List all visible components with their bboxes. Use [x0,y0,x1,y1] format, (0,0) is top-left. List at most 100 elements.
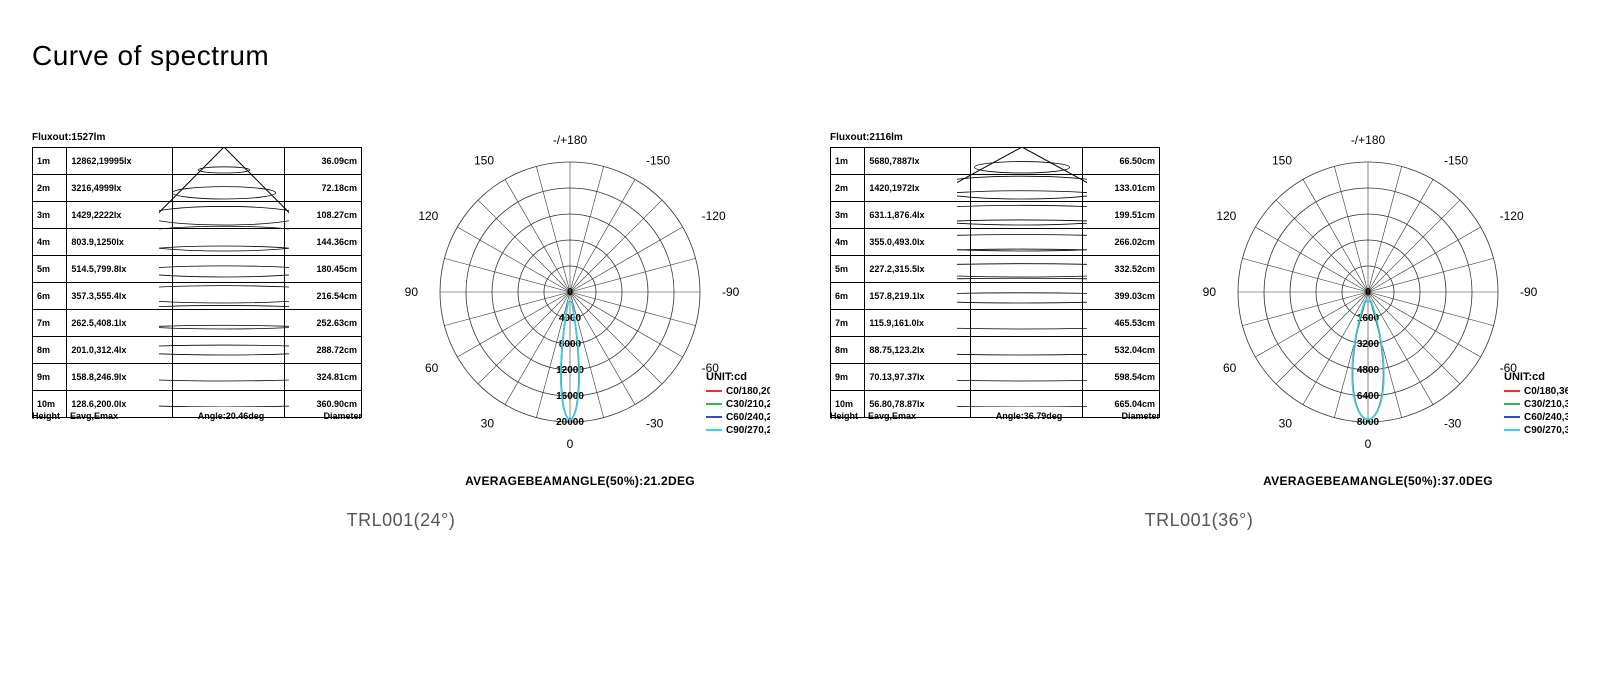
row-eavg-emax: 355.0,493.0lx [865,229,971,256]
row-eavg-emax: 631.1,876.4lx [865,202,971,229]
row-height: 1m [33,148,67,175]
row-cone-cell [971,283,1083,310]
row-height: 6m [33,283,67,310]
cone-table: 1m 5680,7887lx 66.50cm 2m 1420,1972lx 13… [830,147,1160,418]
product-label: TRL001(24°) [347,510,456,531]
row-cone-cell [971,337,1083,364]
svg-text:-90: -90 [722,285,740,299]
svg-text:120: 120 [1216,209,1236,223]
cone-diagram-box: Fluxout:1527lm 1m 12862,19995lx 36.09cm … [32,132,362,421]
svg-text:8000: 8000 [1357,417,1380,428]
row-cone-cell [971,202,1083,229]
row-height: 2m [831,175,865,202]
row-height: 3m [33,202,67,229]
row-eavg-emax: 115.9,161.0lx [865,310,971,337]
row-height: 9m [831,364,865,391]
svg-text:0: 0 [1365,437,1372,451]
svg-text:0: 0 [567,287,573,298]
svg-text:-/+180: -/+180 [553,133,588,147]
row-eavg-emax: 12862,19995lx [67,148,173,175]
row-diameter: 72.18cm [285,175,362,202]
row-eavg-emax: 70.13,97.37lx [865,364,971,391]
svg-text:0: 0 [1365,287,1371,298]
product-label: TRL001(36°) [1145,510,1254,531]
row-height: 4m [33,229,67,256]
svg-text:60: 60 [425,361,439,375]
row-cone-cell [173,337,285,364]
row-cone-cell [971,229,1083,256]
row-height: 7m [33,310,67,337]
polar-chart-box: -/+180-150150-120120-9090-6060-303000160… [1188,132,1568,488]
svg-text:UNIT:cd: UNIT:cd [1504,371,1545,383]
row-cone-cell [173,229,285,256]
flux-label: Fluxout:2116lm [830,132,1160,143]
row-height: 6m [831,283,865,310]
svg-text:-/+180: -/+180 [1351,133,1386,147]
row-eavg-emax: 227.2,315.5lx [865,256,971,283]
row-eavg-emax: 514.5,799.8lx [67,256,173,283]
svg-text:150: 150 [1272,153,1292,167]
cone-table: 1m 12862,19995lx 36.09cm 2m 3216,4999lx … [32,147,362,418]
row-eavg-emax: 1420,1972lx [865,175,971,202]
row-height: 1m [831,148,865,175]
row-eavg-emax: 3216,4999lx [67,175,173,202]
svg-text:C60/240,21.3: C60/240,21.3 [726,412,770,423]
row-diameter: 360.90cm [285,391,362,418]
row-eavg-emax: 262.5,408.1lx [67,310,173,337]
row-cone-cell [173,175,285,202]
row-diameter: 36.09cm [285,148,362,175]
row-diameter: 252.63cm [285,310,362,337]
svg-text:C0/180,36.8: C0/180,36.8 [1524,386,1568,397]
row-cone-cell [971,391,1083,418]
row-cone-cell [971,364,1083,391]
row-diameter: 216.54cm [285,283,362,310]
svg-text:C90/270,21.3: C90/270,21.3 [726,425,770,436]
row-height: 10m [33,391,67,418]
row-diameter: 598.54cm [1083,364,1160,391]
svg-text:-150: -150 [1444,153,1468,167]
svg-text:90: 90 [405,285,419,299]
svg-text:-90: -90 [1520,285,1538,299]
svg-text:30: 30 [481,417,495,431]
row-height: 9m [33,364,67,391]
polar-chart-box: -/+180-150150-120120-9090-6060-303000400… [390,132,770,488]
svg-text:60: 60 [1223,361,1237,375]
row-diameter: 465.53cm [1083,310,1160,337]
svg-text:4800: 4800 [1357,365,1380,376]
svg-text:C60/240,37.0: C60/240,37.0 [1524,412,1568,423]
svg-text:150: 150 [474,153,494,167]
row-height: 8m [831,337,865,364]
row-cone-cell [173,148,285,175]
row-diameter: 199.51cm [1083,202,1160,229]
svg-text:90: 90 [1203,285,1217,299]
row-eavg-emax: 201.0,312.4lx [67,337,173,364]
row-diameter: 66.50cm [1083,148,1160,175]
svg-text:C90/270,37.2: C90/270,37.2 [1524,425,1568,436]
row-eavg-emax: 357.3,555.4lx [67,283,173,310]
flux-label: Fluxout:1527lm [32,132,362,143]
row-cone-cell [971,310,1083,337]
page-title: Curve of spectrum [32,40,1568,72]
row-diameter: 180.45cm [285,256,362,283]
row-cone-cell [173,283,285,310]
row-height: 2m [33,175,67,202]
svg-text:120: 120 [418,209,438,223]
row-diameter: 108.27cm [285,202,362,229]
svg-text:-30: -30 [1444,417,1462,431]
row-diameter: 133.01cm [1083,175,1160,202]
row-cone-cell [971,256,1083,283]
row-diameter: 332.52cm [1083,256,1160,283]
svg-text:30: 30 [1279,417,1293,431]
row-eavg-emax: 128.6,200.0lx [67,391,173,418]
row-eavg-emax: 1429,2222lx [67,202,173,229]
svg-text:4000: 4000 [559,313,582,324]
row-cone-cell [173,364,285,391]
svg-text:-120: -120 [702,209,726,223]
row-eavg-emax: 5680,7887lx [865,148,971,175]
row-eavg-emax: 56.80,78.87lx [865,391,971,418]
svg-text:6400: 6400 [1357,391,1380,402]
spectrum-panel: Fluxout:2116lm 1m 5680,7887lx 66.50cm 2m… [830,132,1568,531]
svg-text:-30: -30 [646,417,664,431]
avg-beam-angle: AVERAGEBEAMANGLE(50%):21.2DEG [390,474,770,488]
row-diameter: 144.36cm [285,229,362,256]
